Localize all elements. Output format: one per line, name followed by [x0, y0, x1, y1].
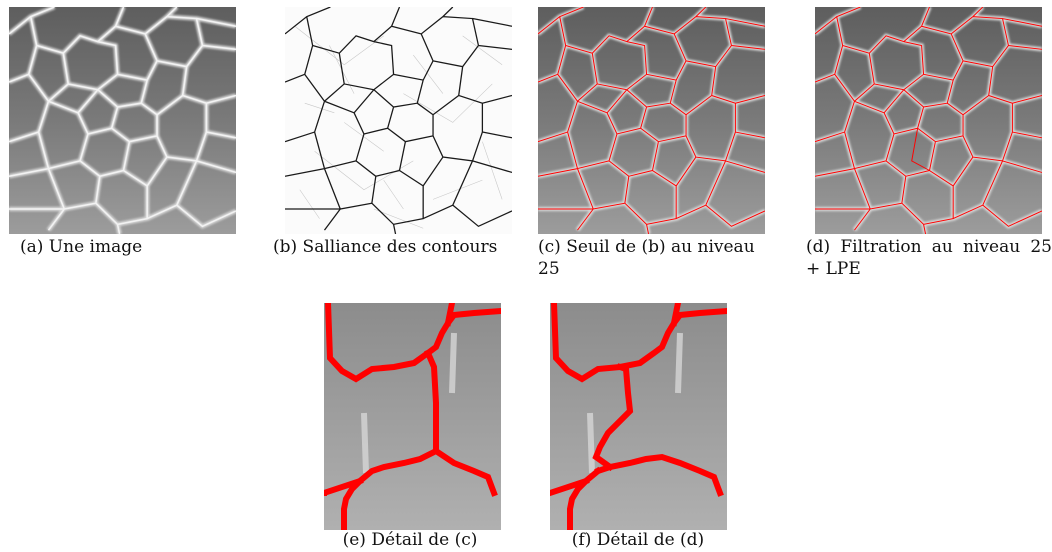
detail-c [324, 303, 501, 530]
caption-f: (f) Détail de (d) [571, 530, 705, 550]
image-filtration [815, 7, 1042, 234]
image-threshold [538, 7, 765, 234]
image-saliency [285, 7, 512, 234]
caption-c: (c) Seuil de (b) au niveau 25 [538, 237, 755, 279]
threshold-overlay [538, 7, 765, 234]
original-micrograph [9, 7, 236, 234]
caption-d: (d) Filtration au niveau 25 + LPE [806, 237, 1052, 279]
caption-b: (b) Salliance des contours [273, 237, 498, 257]
image-detail-d [550, 303, 727, 530]
caption-a: (a) Une image [20, 237, 143, 257]
detail-d [550, 303, 727, 530]
saliency-map [285, 7, 512, 234]
image-detail-c [324, 303, 501, 530]
caption-e: (e) Détail de (c) [342, 530, 478, 550]
filtration-overlay [815, 7, 1042, 234]
image-original [9, 7, 236, 234]
